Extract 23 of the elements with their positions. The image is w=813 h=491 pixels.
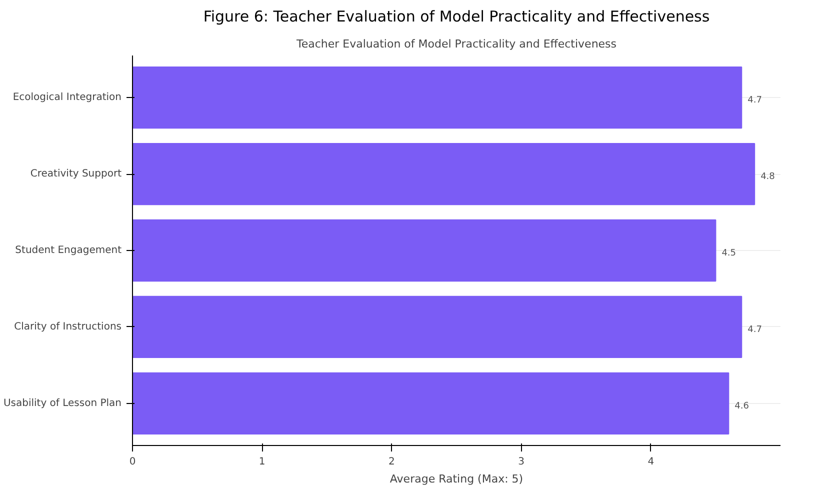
data-label: 4.8	[760, 172, 776, 182]
chart-subtitle: Teacher Evaluation of Model Practicality and Effectiveness	[295, 38, 617, 50]
data-label: 4.6	[734, 401, 750, 412]
bar	[132, 219, 716, 282]
y-tick-label: Creativity Support	[30, 168, 122, 180]
x-tick-label: 1	[258, 456, 266, 468]
x-tick-label: 3	[518, 456, 524, 468]
x-tick-label: 2	[388, 456, 395, 468]
bar	[132, 66, 742, 129]
y-tick-label: Usability of Lesson Plan	[3, 398, 122, 409]
y-tick-label: Ecological Integration	[12, 92, 122, 104]
x-tick-label: 0	[129, 456, 136, 468]
data-label: 4.5	[722, 248, 736, 258]
x-axis-title: Average Rating (Max: 5)	[390, 472, 524, 486]
bar	[132, 372, 730, 435]
bar	[132, 296, 742, 358]
data-label: 4.7	[748, 96, 762, 106]
x-tick-label: 4	[648, 456, 654, 468]
data-label: 4.7	[748, 324, 762, 335]
bar	[132, 142, 756, 206]
y-tick-label: Student Engagement	[15, 245, 122, 256]
y-tick-label: Clarity of Instructions	[14, 321, 122, 332]
chart-title: Figure 6: Teacher Evaluation of Model Practicality and Effectiveness	[203, 8, 710, 26]
